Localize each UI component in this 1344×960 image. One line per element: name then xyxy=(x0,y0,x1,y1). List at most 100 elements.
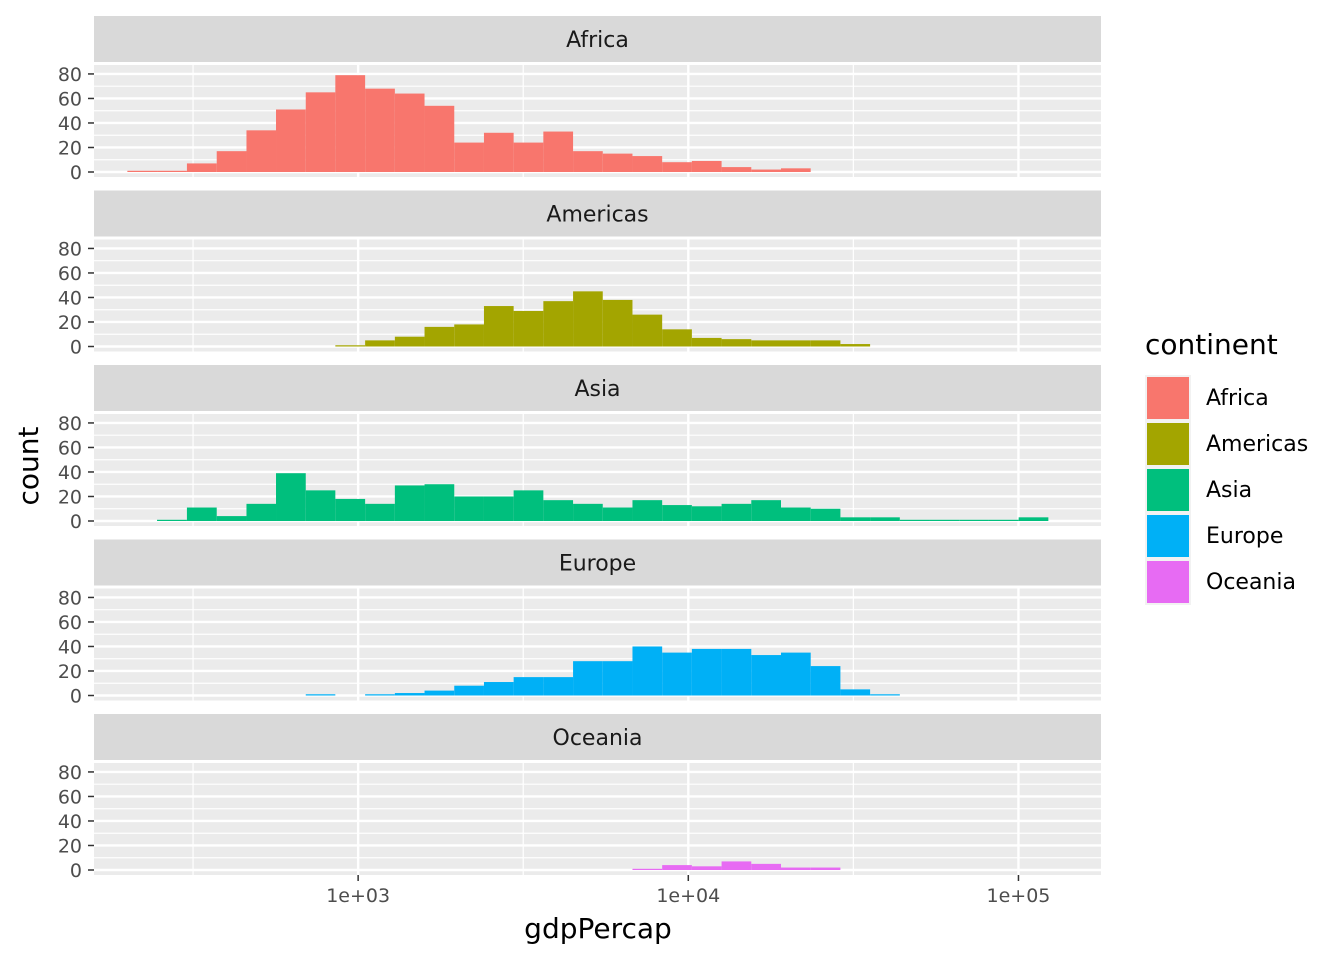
histogram-bar xyxy=(216,516,247,521)
histogram-bar xyxy=(483,496,514,521)
y-axis-title: count xyxy=(12,426,45,505)
legend-item-europe: Europe xyxy=(1145,513,1283,559)
legend: continent Africa Americas Asia Europe Oceani… xyxy=(1145,328,1308,605)
y-tick-label: 40 xyxy=(58,462,82,484)
histogram-bar xyxy=(751,169,781,172)
histogram-bar xyxy=(691,506,722,521)
facet-strip xyxy=(94,16,1101,62)
legend-key xyxy=(1147,423,1189,465)
facet-strip-label: Africa xyxy=(566,28,629,53)
histogram-bar xyxy=(632,156,663,172)
y-tick-label: 0 xyxy=(70,860,82,882)
histogram-bar xyxy=(840,689,871,696)
histogram-bar xyxy=(988,519,1019,521)
facet-strip-label: Oceania xyxy=(553,726,643,751)
facet-strip xyxy=(94,714,1101,760)
facet-strip xyxy=(94,190,1101,237)
histogram-bar xyxy=(335,75,366,172)
histogram-bar xyxy=(365,503,395,521)
bars-asia xyxy=(157,473,1049,521)
histogram-bar xyxy=(543,500,574,521)
histogram-bar xyxy=(276,109,306,172)
histogram-bar xyxy=(899,519,930,521)
histogram-bar xyxy=(870,517,900,521)
histogram-bar xyxy=(394,93,425,172)
histogram-bar xyxy=(454,685,484,696)
histogram-bar xyxy=(365,340,395,347)
histogram-bar xyxy=(840,344,871,347)
histogram-bar xyxy=(513,490,544,521)
histogram-bar xyxy=(751,340,781,347)
histogram-bar xyxy=(454,142,484,172)
legend-item-oceania: Oceania xyxy=(1145,559,1296,605)
y-tick-label: 60 xyxy=(58,88,82,110)
histogram-bar xyxy=(721,167,752,172)
legend-item-africa: Africa xyxy=(1145,375,1269,421)
histogram-bar xyxy=(513,142,544,172)
histogram-bar xyxy=(186,163,217,172)
histogram-bar xyxy=(573,503,603,521)
histogram-bar xyxy=(365,88,395,172)
histogram-bar xyxy=(365,694,395,696)
histogram-bar xyxy=(959,519,989,521)
histogram-bar xyxy=(602,507,633,521)
histogram-bar xyxy=(483,306,514,347)
histogram-bar xyxy=(780,652,811,696)
histogram-bar xyxy=(721,861,752,870)
histogram-bar xyxy=(602,153,633,172)
y-tick-label: 40 xyxy=(58,811,82,833)
histogram-bar xyxy=(632,868,663,870)
y-tick-label: 80 xyxy=(58,238,82,260)
histogram-bar xyxy=(721,648,752,696)
histogram-bar xyxy=(157,519,187,521)
legend-key xyxy=(1147,377,1189,419)
y-tick-label: 20 xyxy=(58,312,82,334)
histogram-bar xyxy=(810,340,841,347)
histogram-bar xyxy=(602,299,633,347)
histogram-bar xyxy=(780,340,811,347)
histogram-bar xyxy=(662,329,692,347)
histogram-bar xyxy=(751,863,781,870)
legend-item-asia: Asia xyxy=(1145,467,1252,513)
histogram-bar xyxy=(454,496,484,521)
histogram-bar xyxy=(573,661,603,696)
y-tick-label: 0 xyxy=(70,162,82,184)
legend-label: Americas xyxy=(1206,432,1308,457)
histogram-bar xyxy=(929,519,960,521)
histogram-bar xyxy=(305,694,336,696)
legend-key xyxy=(1147,515,1189,557)
histogram-bar xyxy=(543,131,574,172)
legend-title: continent xyxy=(1145,328,1278,361)
y-tick-label: 60 xyxy=(58,786,82,808)
histogram-bar xyxy=(424,484,455,521)
histogram-bar xyxy=(424,105,455,172)
histogram-bar xyxy=(483,682,514,696)
histogram-bar xyxy=(216,151,247,172)
histogram-bar xyxy=(691,866,722,870)
histogram-bar xyxy=(810,867,841,870)
histogram-bar xyxy=(513,310,544,347)
histogram-bar xyxy=(751,655,781,696)
histogram-bar xyxy=(573,291,603,347)
facet-strip-label: Asia xyxy=(574,377,620,402)
y-tick-label: 20 xyxy=(58,835,82,857)
facet-strip-label: Americas xyxy=(546,203,648,228)
y-tick-label: 20 xyxy=(58,486,82,508)
y-tick-label: 0 xyxy=(70,511,82,533)
histogram-bar xyxy=(721,339,752,347)
legend-key xyxy=(1147,469,1189,511)
y-tick-label: 60 xyxy=(58,612,82,634)
histogram-bar xyxy=(662,652,692,696)
legend-label: Oceania xyxy=(1206,570,1296,595)
histogram-bar xyxy=(780,168,811,172)
histogram-bar xyxy=(751,500,781,521)
histogram-bar xyxy=(394,693,425,696)
histogram-bar xyxy=(394,336,425,347)
facet-strip xyxy=(94,365,1101,411)
y-tick-label: 80 xyxy=(58,64,82,86)
y-tick-label: 40 xyxy=(58,287,82,309)
y-tick-label: 20 xyxy=(58,661,82,683)
